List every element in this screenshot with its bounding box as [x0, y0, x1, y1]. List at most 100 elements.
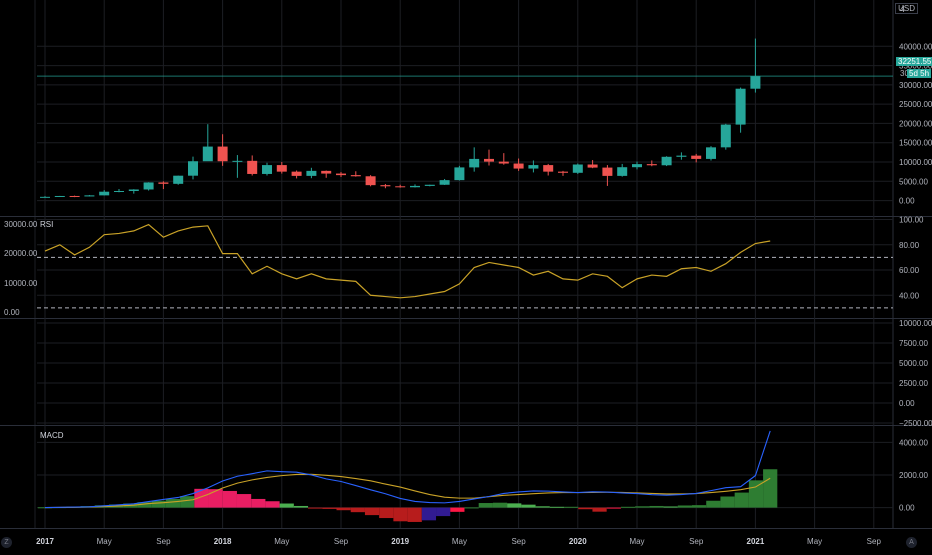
- pane3-axis-tick: −2500.00: [899, 419, 932, 428]
- macd-histogram-bar: [137, 502, 152, 508]
- time-axis-tick: 2020: [569, 537, 587, 546]
- signal-line: [44, 473, 771, 509]
- macd-histogram-bar: [336, 507, 351, 511]
- time-axis-tick: Sep: [511, 537, 526, 546]
- candle-body: [350, 175, 361, 177]
- macd-histogram-bar: [379, 507, 394, 519]
- macd-histogram-bar: [180, 496, 195, 508]
- macd-histogram-bar: [677, 505, 692, 508]
- time-axis-tick: May: [807, 537, 822, 546]
- time-axis-tick: Sep: [334, 537, 349, 546]
- left-axis-tick: 0.00: [4, 308, 20, 317]
- macd-histogram-bar: [663, 506, 678, 508]
- candle-body: [99, 191, 110, 196]
- macd-histogram-bar: [592, 507, 607, 512]
- bar-countdown-tag: 5d 5h: [907, 69, 932, 78]
- candle-body: [750, 76, 761, 89]
- macd-histogram-bar: [549, 506, 565, 508]
- candle-body: [188, 161, 198, 176]
- candle-body: [439, 180, 450, 185]
- macd-histogram-bar: [393, 507, 408, 522]
- price-axis-tick: 40000.00: [899, 42, 932, 51]
- left-axis-tick: 30000.00: [4, 220, 38, 229]
- macd-histogram-bar: [222, 490, 237, 508]
- candle-body: [528, 165, 539, 169]
- macd-histogram-bar: [507, 503, 522, 508]
- candle-body: [128, 189, 139, 192]
- macd-histogram-bar: [208, 489, 223, 508]
- macd-histogram-bar: [535, 506, 550, 508]
- macd-histogram-bar: [194, 488, 209, 508]
- candle-body: [114, 191, 124, 193]
- partial-axis-label: 30: [900, 69, 909, 78]
- price-axis-tick: 20000.00: [899, 119, 932, 128]
- candle-body: [291, 171, 302, 176]
- candle-body: [646, 164, 657, 166]
- macd-histogram-bar: [236, 494, 252, 508]
- macd-histogram-bar: [265, 501, 280, 508]
- candle-body: [572, 164, 583, 173]
- time-axis-tick: Sep: [689, 537, 704, 546]
- macd-histogram-bar: [492, 502, 508, 508]
- candle-body: [276, 165, 287, 172]
- candle-body: [321, 170, 332, 174]
- candle-body: [336, 173, 346, 176]
- pane3-axis-tick: 10000.00: [899, 319, 932, 328]
- macd-histogram-bar: [279, 503, 294, 508]
- pane3-axis-tick: 5000.00: [899, 359, 928, 368]
- candle-body: [676, 155, 687, 157]
- candle-body: [262, 165, 272, 174]
- time-axis-tick: 2019: [391, 537, 409, 546]
- macd-histogram-bar: [293, 505, 309, 508]
- macd-histogram-bar: [578, 507, 593, 510]
- candle-body: [558, 171, 568, 173]
- currency-marker: 4: [900, 4, 906, 14]
- candle-body: [54, 195, 65, 197]
- candle-body: [173, 175, 184, 184]
- candle-body: [469, 158, 480, 168]
- candle-body: [720, 124, 731, 148]
- time-axis-tick: 2021: [747, 537, 765, 546]
- macd-histogram-bar: [407, 507, 422, 522]
- pane3-axis-tick: 0.00: [899, 399, 915, 408]
- candle-body: [69, 195, 80, 197]
- pane3-axis-tick: 7500.00: [899, 339, 928, 348]
- macd-histogram-bar: [706, 500, 721, 508]
- auto-scale-toggle-button[interactable]: A: [906, 537, 917, 548]
- macd-histogram-bar: [322, 507, 337, 509]
- candle-body: [306, 170, 317, 176]
- macd-histogram-bar: [564, 506, 579, 508]
- time-axis-tick: 2017: [36, 537, 54, 546]
- candle-body: [543, 165, 554, 172]
- macd-histogram-bar: [364, 507, 380, 516]
- candle-body: [84, 195, 95, 197]
- candle-body: [602, 167, 613, 176]
- candle-body: [587, 164, 598, 168]
- candle-body: [735, 88, 746, 125]
- candle-body: [247, 160, 258, 174]
- zoom-toggle-button[interactable]: Z: [1, 537, 12, 548]
- macd-histogram-bar: [436, 507, 451, 517]
- currency-label[interactable]: USD: [895, 3, 918, 14]
- candle-body: [484, 158, 494, 162]
- price-axis-tick: 35000.00: [899, 62, 932, 71]
- rsi-axis-tick: 40.00: [899, 291, 920, 300]
- macd-histogram-bar: [478, 503, 493, 508]
- price-axis-tick: 10000.00: [899, 158, 932, 167]
- macd-histogram-bar: [151, 500, 166, 508]
- rsi-axis-tick: 100.00: [899, 216, 924, 225]
- macd-histogram-bar: [635, 506, 650, 508]
- price-axis-tick: 15000.00: [899, 139, 932, 148]
- rsi-axis-tick: 60.00: [899, 266, 920, 275]
- time-axis-tick: May: [274, 537, 289, 546]
- candle-body: [424, 184, 435, 186]
- macd-histogram-bar: [165, 498, 181, 508]
- macd-histogram-bar: [450, 507, 465, 512]
- macd-histogram-bar: [251, 498, 266, 508]
- candle-body: [202, 146, 213, 162]
- candle-body: [143, 182, 154, 190]
- macd-title: MACD: [40, 431, 64, 440]
- macd-histogram-bar: [421, 507, 437, 521]
